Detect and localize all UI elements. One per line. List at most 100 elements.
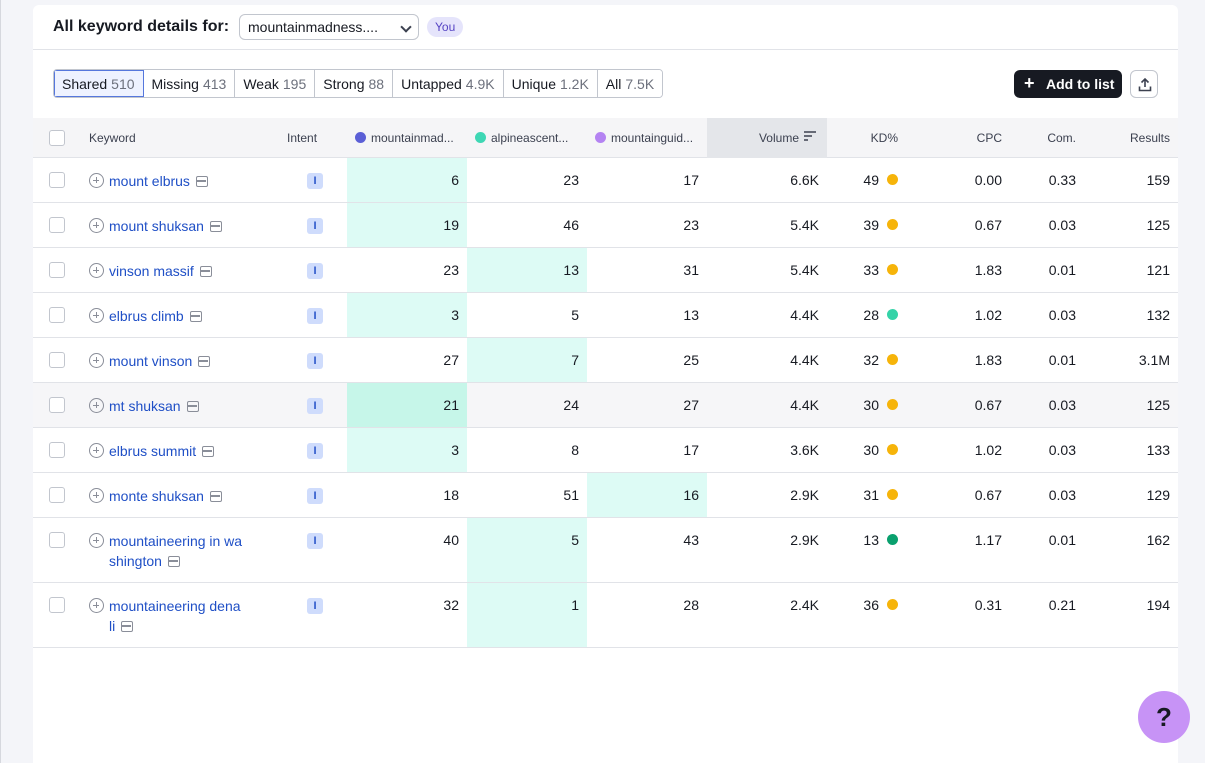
row-checkbox[interactable]: [49, 442, 65, 458]
col-domain-1[interactable]: mountainmad...: [355, 131, 454, 145]
row-checkbox[interactable]: [49, 217, 65, 233]
filter-tab-count: 1.2K: [559, 76, 589, 92]
col-domain-2-label: alpineascent...: [491, 131, 569, 145]
filter-tab-shared[interactable]: Shared 510: [54, 70, 144, 97]
col-domain-2[interactable]: alpineascent...: [475, 131, 568, 145]
serp-features-icon[interactable]: [209, 491, 222, 502]
serp-features-icon[interactable]: [198, 356, 211, 367]
add-circle-icon[interactable]: [89, 218, 104, 233]
serp-features-icon[interactable]: [121, 621, 134, 632]
filter-tab-unique[interactable]: Unique 1.2K: [503, 70, 598, 97]
cpc-cell: 0.67: [974, 397, 1002, 413]
kd-cell: 33: [863, 262, 879, 278]
keyword-link[interactable]: mount shuksan: [109, 216, 259, 236]
domain-2-position: 51: [563, 487, 579, 503]
add-circle-icon[interactable]: [89, 263, 104, 278]
serp-features-icon[interactable]: [199, 266, 212, 277]
row-checkbox[interactable]: [49, 262, 65, 278]
serp-features-icon[interactable]: [195, 176, 208, 187]
keyword-link[interactable]: monte shuksan: [109, 486, 259, 506]
table-row[interactable]: elbrus climb I 3 5 13 4.4K 28 1.02 0.03 132: [33, 293, 1178, 338]
row-checkbox[interactable]: [49, 172, 65, 188]
filter-tab-label: Shared: [62, 76, 108, 92]
you-badge: You: [427, 17, 464, 37]
serp-features-icon[interactable]: [186, 401, 199, 412]
add-circle-icon[interactable]: [89, 443, 104, 458]
keyword-link[interactable]: mt shuksan: [109, 396, 259, 416]
serp-features-icon[interactable]: [202, 446, 215, 457]
col-intent[interactable]: Intent: [287, 131, 318, 145]
keyword-link[interactable]: elbrus summit: [109, 441, 259, 461]
filter-tab-missing[interactable]: Missing 413: [143, 70, 236, 97]
add-circle-icon[interactable]: [89, 488, 104, 503]
add-circle-icon[interactable]: [89, 398, 104, 413]
best-position-highlight: [467, 518, 587, 582]
cpc-cell: 1.83: [974, 262, 1002, 278]
col-domain-3[interactable]: mountainguid...: [595, 131, 693, 145]
add-to-list-label: Add to list: [1046, 76, 1115, 92]
keyword-link[interactable]: mount vinson: [109, 351, 259, 371]
row-checkbox[interactable]: [49, 397, 65, 413]
col-kd[interactable]: KD%: [870, 131, 898, 145]
domain-3-position: 17: [683, 442, 699, 458]
row-checkbox[interactable]: [49, 487, 65, 503]
col-results[interactable]: Results: [1129, 131, 1170, 145]
keyword-link[interactable]: mountaineering in wa shington: [109, 531, 259, 571]
keyword-text: shington: [109, 553, 162, 569]
table-row[interactable]: mountaineering in wa shington I 40 5 43 2.9K 13…: [33, 518, 1178, 583]
keyword-cell: mount shuksan: [89, 216, 259, 236]
intent-badge: I: [307, 533, 323, 549]
keyword-link[interactable]: vinson massif: [109, 261, 259, 281]
filter-tab-label: Weak: [243, 76, 279, 92]
serp-features-icon[interactable]: [167, 556, 180, 567]
add-to-list-button[interactable]: + Add to list: [1014, 70, 1122, 98]
volume-cell: 3.6K: [790, 442, 819, 458]
volume-cell: 4.4K: [790, 307, 819, 323]
add-circle-icon[interactable]: [89, 173, 104, 188]
serp-features-icon[interactable]: [189, 311, 202, 322]
filter-tab-count: 510: [111, 76, 135, 92]
row-checkbox[interactable]: [49, 307, 65, 323]
com-cell: 0.03: [1048, 442, 1076, 458]
table-row[interactable]: mountaineering dena li I 32 1 28 2.4K 36 0.31 0.2…: [33, 583, 1178, 648]
filter-tab-all[interactable]: All 7.5K: [597, 70, 663, 97]
row-checkbox[interactable]: [49, 352, 65, 368]
keyword-link[interactable]: mountaineering dena li: [109, 596, 259, 636]
add-circle-icon[interactable]: [89, 308, 104, 323]
com-cell: 0.03: [1048, 397, 1076, 413]
col-volume[interactable]: Volume: [758, 131, 799, 145]
table-row[interactable]: mount elbrus I 6 23 17 6.6K 49 0.00 0.33 159: [33, 158, 1178, 203]
help-button[interactable]: ?: [1138, 691, 1190, 743]
add-circle-icon[interactable]: [89, 533, 104, 548]
keyword-link[interactable]: elbrus climb: [109, 306, 259, 326]
domain-select-value: mountainmadness....: [248, 19, 378, 35]
keyword-text: mountaineering in wa: [109, 533, 243, 549]
kd-cell: 39: [863, 217, 879, 233]
table-row[interactable]: mount vinson I 27 7 25 4.4K 32 1.83 0.01 3.1M: [33, 338, 1178, 383]
add-circle-icon[interactable]: [89, 598, 104, 613]
col-com[interactable]: Com.: [1047, 131, 1076, 145]
table-row[interactable]: elbrus summit I 3 8 17 3.6K 30 1.02 0.03 133: [33, 428, 1178, 473]
com-cell: 0.33: [1048, 172, 1076, 188]
table-row[interactable]: mount shuksan I 19 46 23 5.4K 39 0.67 0.03 125: [33, 203, 1178, 248]
kd-cell: 30: [863, 442, 879, 458]
row-checkbox[interactable]: [49, 597, 65, 613]
table-row[interactable]: vinson massif I 23 13 31 5.4K 33 1.83 0.01 121: [33, 248, 1178, 293]
domain-select[interactable]: mountainmadness....: [239, 14, 419, 40]
domain-2-position: 46: [563, 217, 579, 233]
filter-tab-weak[interactable]: Weak 195: [235, 70, 316, 97]
table-row[interactable]: mt shuksan I 21 24 27 4.4K 30 0.67 0.03 125: [33, 383, 1178, 428]
select-all-checkbox[interactable]: [49, 130, 65, 146]
table-row[interactable]: monte shuksan I 18 51 16 2.9K 31 0.67 0.03 129: [33, 473, 1178, 518]
keyword-link[interactable]: mount elbrus: [109, 171, 259, 191]
col-cpc[interactable]: CPC: [976, 131, 1002, 145]
intent-badge: I: [307, 308, 323, 324]
sort-desc-icon[interactable]: [804, 131, 816, 142]
col-keyword[interactable]: Keyword: [89, 131, 136, 145]
filter-tab-strong[interactable]: Strong 88: [315, 70, 394, 97]
add-circle-icon[interactable]: [89, 353, 104, 368]
filter-tab-untapped[interactable]: Untapped 4.9K: [393, 70, 504, 97]
export-button[interactable]: [1130, 70, 1158, 98]
serp-features-icon[interactable]: [209, 221, 222, 232]
row-checkbox[interactable]: [49, 532, 65, 548]
